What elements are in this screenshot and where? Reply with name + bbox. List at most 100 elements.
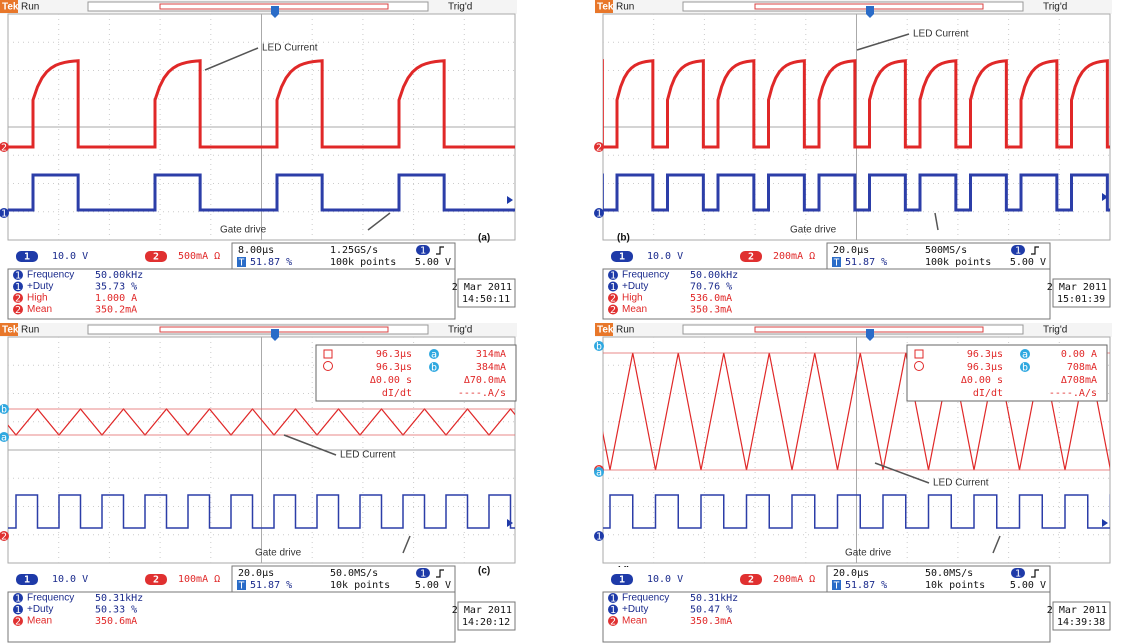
- measurement-box: [8, 592, 455, 642]
- sample-rate: 500MS/s: [925, 245, 967, 256]
- channel-number: 2: [153, 575, 159, 586]
- cursor-value: Δ70.0mA: [464, 375, 506, 386]
- meas-name: High: [622, 293, 643, 304]
- time: 14:39:38: [1057, 617, 1105, 628]
- annotation: LED Current: [262, 43, 318, 54]
- record-bar: [88, 2, 428, 11]
- meas-value: 50.00kHz: [95, 270, 143, 281]
- annotation: Gate drive: [220, 225, 267, 236]
- meas-value: 50.31kHz: [95, 593, 143, 604]
- date: 2 Mar 2011: [452, 605, 512, 616]
- channel-scale: 10.0 V: [52, 251, 88, 262]
- timebase: 8.00µs: [238, 245, 274, 256]
- trigger-state: Trig'd: [448, 2, 472, 13]
- channel-marker-label: 1: [596, 532, 602, 543]
- channel-number: 2: [748, 252, 754, 263]
- meas-channel: 1: [15, 594, 21, 605]
- sample-rate: 1.25GS/s: [330, 245, 378, 256]
- record-length: 10k points: [330, 580, 390, 591]
- run-status: Run: [616, 325, 634, 336]
- meas-value: 1.000 A: [95, 293, 137, 304]
- record-length: 100k points: [330, 257, 396, 268]
- meas-channel: 2: [15, 305, 21, 316]
- run-status: Run: [21, 2, 39, 13]
- cursor-badge-label: a: [1022, 350, 1028, 361]
- trigpos-badge-label: T: [833, 258, 839, 269]
- cursor-value: 384mA: [476, 362, 506, 373]
- record-bar: [683, 2, 1023, 11]
- channel-scale: 200mA Ω: [773, 251, 815, 262]
- channel-number: 1: [619, 252, 625, 263]
- meas-name: Mean: [622, 616, 647, 627]
- channel-marker-label: b: [596, 342, 602, 353]
- meas-name: +Duty: [622, 604, 648, 615]
- meas-channel: 1: [610, 605, 616, 616]
- timebase: 20.0µs: [833, 245, 869, 256]
- channel-scale: 10.0 V: [647, 574, 683, 585]
- meas-name: +Duty: [622, 281, 648, 292]
- meas-value: 70.76 %: [690, 282, 732, 293]
- meas-value: 350.6mA: [95, 616, 137, 627]
- meas-value: 536.0mA: [690, 293, 732, 304]
- record-bar: [683, 325, 1023, 334]
- cursor-time: Δ0.00 s: [961, 375, 1003, 386]
- brand: Tek: [597, 325, 614, 336]
- meas-value: 50.31kHz: [690, 593, 738, 604]
- meas-channel: 2: [15, 617, 21, 628]
- scope-panel: TekRunTrig'db2a1LED CurrentGate drive96.…: [565, 323, 1124, 642]
- panel-label: (b): [617, 233, 630, 244]
- meas-name: +Duty: [27, 604, 53, 615]
- meas-name: Mean: [622, 304, 647, 315]
- trigpos-badge-label: T: [238, 258, 244, 269]
- cursor-time: Δ0.00 s: [370, 375, 412, 386]
- annotation: Gate drive: [845, 548, 892, 559]
- channel-number: 2: [748, 575, 754, 586]
- trig-channel: 1: [420, 246, 426, 257]
- trigger-level: 5.00 V: [1010, 580, 1046, 591]
- date: 2 Mar 2011: [1047, 605, 1107, 616]
- trigger-state: Trig'd: [448, 325, 472, 336]
- annotation: LED Current: [933, 478, 989, 489]
- brand: Tek: [597, 2, 614, 13]
- meas-channel: 1: [610, 271, 616, 282]
- time: 14:50:11: [462, 294, 510, 305]
- trigpos-badge-label: T: [238, 581, 244, 592]
- sample-rate: 50.0MS/s: [330, 568, 378, 579]
- cursor-value: Δ708mA: [1061, 375, 1097, 386]
- meas-channel: 1: [15, 605, 21, 616]
- brand: Tek: [2, 2, 19, 13]
- trig-channel: 1: [1015, 569, 1021, 580]
- channel-number: 1: [24, 575, 30, 586]
- scope-panel: TekRunTrig'd21LED CurrentGate drive(b)11…: [567, 0, 1113, 319]
- trigger-pos: 51.87 %: [250, 580, 292, 591]
- channel-marker-label: a: [1, 433, 7, 444]
- panel-label: (c): [478, 566, 490, 577]
- meas-name: Mean: [27, 616, 52, 627]
- meas-channel: 2: [610, 305, 616, 316]
- cursor-value: ----.A/s: [458, 388, 506, 399]
- meas-name: Mean: [27, 304, 52, 315]
- meas-value: 350.2mA: [95, 305, 137, 316]
- trigger-state: Trig'd: [1043, 2, 1067, 13]
- cursor-value: 708mA: [1067, 362, 1097, 373]
- trigpos-badge-label: T: [833, 581, 839, 592]
- cursor-time: 96.3µs: [376, 362, 412, 373]
- channel-marker-label: 2: [596, 143, 602, 154]
- time: 15:01:39: [1057, 294, 1105, 305]
- measurement-box: [8, 269, 455, 319]
- meas-channel: 2: [610, 617, 616, 628]
- annotation: LED Current: [340, 450, 396, 461]
- meas-name: Frequency: [622, 270, 669, 281]
- channel-scale: 500mA Ω: [178, 251, 220, 262]
- record-length: 100k points: [925, 257, 991, 268]
- cursor-time: 96.3µs: [967, 349, 1003, 360]
- meas-channel: 1: [15, 282, 21, 293]
- date: 2 Mar 2011: [452, 282, 512, 293]
- channel-marker-label: 2: [1, 532, 7, 543]
- figure: TekRunTrig'd21LED CurrentGate drive(a)11…: [0, 0, 1124, 643]
- meas-name: Frequency: [27, 593, 74, 604]
- trigger-level: 5.00 V: [415, 580, 451, 591]
- meas-channel: 1: [610, 282, 616, 293]
- date: 2 Mar 2011: [1047, 282, 1107, 293]
